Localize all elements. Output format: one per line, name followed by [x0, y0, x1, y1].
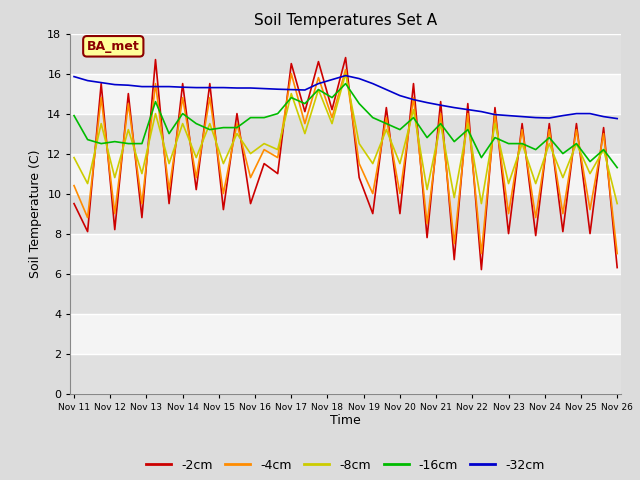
Bar: [70, 234, 621, 274]
Legend: -2cm, -4cm, -8cm, -16cm, -32cm: -2cm, -4cm, -8cm, -16cm, -32cm: [141, 454, 550, 477]
Bar: [70, 154, 621, 193]
X-axis label: Time: Time: [330, 414, 361, 427]
Bar: [70, 274, 621, 313]
Bar: [70, 34, 621, 73]
Y-axis label: Soil Temperature (C): Soil Temperature (C): [29, 149, 42, 278]
Bar: [70, 313, 621, 354]
Bar: [70, 73, 621, 114]
Title: Soil Temperatures Set A: Soil Temperatures Set A: [254, 13, 437, 28]
Bar: [70, 114, 621, 154]
Bar: [70, 193, 621, 234]
Bar: [70, 354, 621, 394]
Text: BA_met: BA_met: [87, 40, 140, 53]
